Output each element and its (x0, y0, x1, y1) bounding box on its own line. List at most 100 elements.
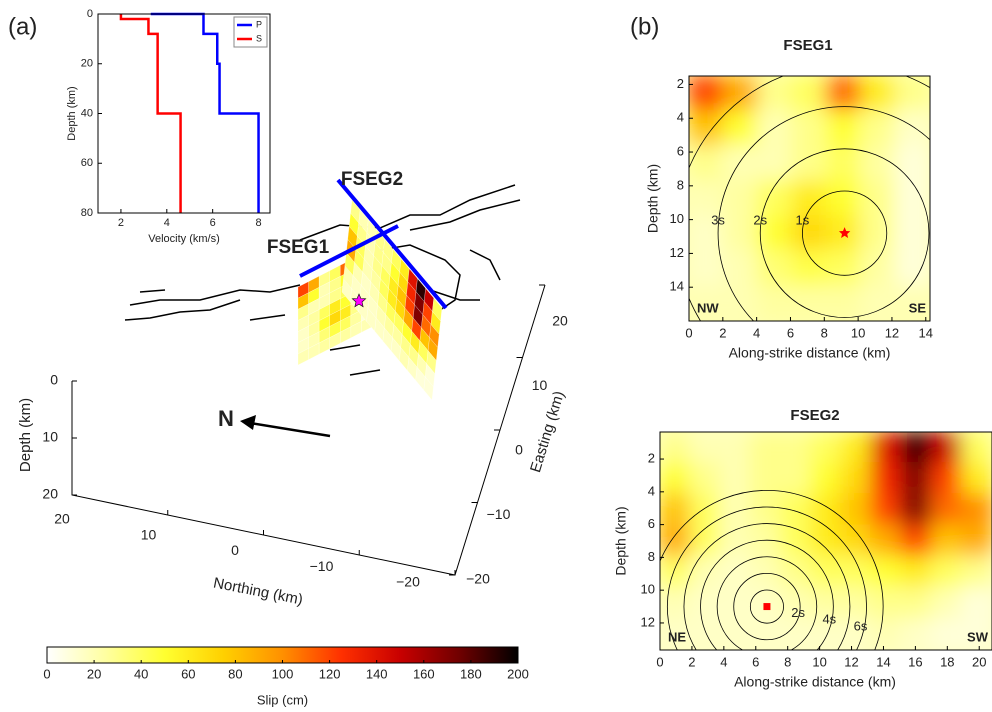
slip-cell (779, 432, 812, 465)
slip-cell (870, 586, 903, 620)
slip-cell (870, 617, 903, 650)
contour-label: 3s (711, 213, 725, 228)
x-tick-label: 0 (43, 666, 50, 681)
slip-cell (791, 110, 828, 147)
slip-cell (660, 524, 692, 558)
hypocenter (838, 227, 851, 238)
tick-label: 10 (532, 377, 548, 393)
z-axis-label: Depth (km) (17, 398, 34, 472)
slip-cell (894, 180, 930, 217)
y-tick-label: 10 (670, 211, 684, 226)
slip-cell (809, 432, 843, 465)
slip-cell (689, 493, 722, 527)
slip-cell (840, 432, 873, 465)
x-tick-label: 0 (685, 325, 692, 340)
slip-cell (791, 285, 828, 321)
y-tick-label: 60 (81, 157, 93, 169)
velocity-line (150, 12, 260, 213)
slip-cell (930, 462, 963, 496)
y-tick-label: 0 (87, 8, 93, 20)
slip-cell (900, 432, 933, 465)
y-axis-label: Depth (km) (613, 506, 629, 575)
slip-cell (660, 462, 692, 496)
x-tick-label: 8 (821, 325, 828, 340)
x-axis-label: Slip (cm) (257, 692, 308, 707)
slip-cell (960, 586, 992, 620)
slip-cell (719, 462, 752, 496)
slip-cell (779, 555, 812, 589)
x-tick-label: 20 (972, 654, 986, 669)
x-tick-label: 140 (366, 666, 388, 681)
y-tick-label: 2 (677, 76, 684, 91)
rupture-contour (683, 523, 851, 650)
slip-cell (894, 110, 930, 147)
slip-cell (689, 76, 725, 112)
x-tick-label: 2 (118, 217, 124, 229)
slip-cell (749, 432, 782, 465)
slip-cell (860, 215, 897, 252)
y-tick-label: 4 (648, 483, 655, 498)
rupture-contour (733, 572, 801, 641)
tick-label: −20 (396, 574, 420, 590)
x-tick-label: 4 (164, 217, 170, 229)
slip-cell (840, 493, 873, 527)
tick-label: 20 (42, 486, 58, 502)
x-tick-label: 120 (319, 666, 341, 681)
slip-map: 1s 2s 3s (689, 76, 930, 321)
x-axis-label: Along-strike distance (km) (734, 674, 896, 690)
slip-cell (870, 524, 903, 558)
contour-label: 2s (791, 605, 805, 620)
slip-cell (756, 285, 794, 321)
slip-cell (930, 555, 963, 589)
slip-cell (960, 462, 992, 496)
tick-label: 0 (50, 372, 58, 388)
x-tick-label: 14 (876, 654, 890, 669)
rupture-contour (759, 148, 930, 318)
corner-label: SW (967, 629, 989, 644)
slip-cell (900, 524, 933, 558)
velocity-line (119, 14, 182, 213)
hypocenter (763, 603, 771, 611)
x-tick-label: 8 (784, 654, 791, 669)
slip-cell (689, 285, 725, 321)
x-tick-label: 2 (719, 325, 726, 340)
slip-cell (860, 180, 897, 217)
legend-label: P (256, 19, 262, 29)
x-tick-label: 6 (787, 325, 794, 340)
slip-cell (689, 250, 725, 287)
slip-cell (791, 76, 828, 112)
y-axis-label: Easting (km) (527, 389, 568, 474)
slip-cell (719, 493, 752, 527)
slip-cell (722, 215, 759, 252)
slip-cell (809, 524, 843, 558)
slip-cell (840, 586, 873, 620)
slip-cell (660, 493, 692, 527)
tick-label: 20 (54, 511, 70, 527)
rupture-contour (716, 556, 818, 650)
slip-cell (719, 432, 752, 465)
x-tick-label: 18 (940, 654, 954, 669)
y-tick-label: 80 (81, 207, 93, 219)
axes-box (659, 431, 992, 651)
contour-label: 4s (822, 612, 836, 627)
slip-cell (689, 180, 725, 217)
slip-cell (960, 555, 992, 589)
x-tick-label: 14 (919, 325, 933, 340)
contour-label: 6s (854, 618, 868, 633)
rupture-contour (700, 539, 834, 650)
x-tick-label: 80 (228, 666, 242, 681)
slip-cell (900, 555, 933, 589)
x-tick-label: 10 (812, 654, 826, 669)
chart-title: FSEG2 (790, 407, 839, 424)
legend-box (233, 16, 268, 48)
slip-cell (840, 462, 873, 496)
y-tick-label: 6 (677, 143, 684, 158)
x-tick-label: 10 (851, 325, 865, 340)
fault-label: FSEG2 (341, 169, 403, 190)
x-tick-label: 6 (210, 217, 216, 229)
slip-cell (930, 493, 963, 527)
slip-cell (809, 493, 843, 527)
slip-cell (809, 586, 843, 620)
slip-cell (809, 462, 843, 496)
